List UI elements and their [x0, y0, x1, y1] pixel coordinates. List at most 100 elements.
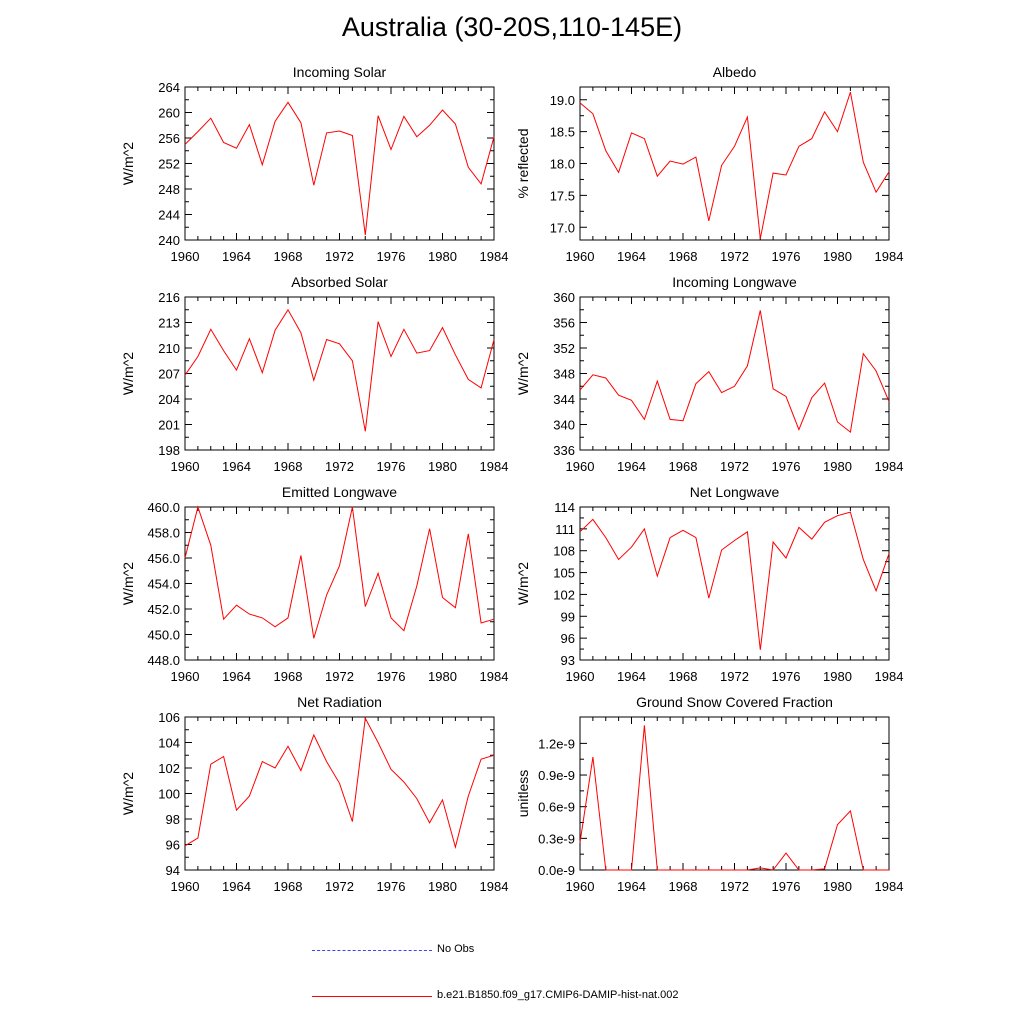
x-tick-label: 1968 — [274, 669, 303, 684]
legend-model-line — [312, 996, 432, 997]
y-tick-label: 198 — [158, 443, 180, 458]
y-tick-label: 336 — [553, 443, 575, 458]
x-tick-label: 1960 — [566, 459, 595, 474]
y-tick-label: 452.0 — [147, 602, 180, 617]
x-tick-label: 1972 — [325, 879, 354, 894]
y-tick-label: 0.3e-9 — [538, 831, 575, 846]
y-tick-label: 99 — [561, 609, 575, 624]
plot-frame — [184, 506, 495, 661]
x-tick-label: 1972 — [720, 879, 749, 894]
y-tick-label: 0.9e-9 — [538, 768, 575, 783]
x-tick-label: 1984 — [875, 249, 904, 264]
x-tick-label: 1972 — [720, 459, 749, 474]
x-tick-label: 1980 — [428, 459, 457, 474]
x-tick-label: 1960 — [171, 249, 200, 264]
x-tick-label: 1976 — [377, 669, 406, 684]
x-tick-label: 1960 — [171, 459, 200, 474]
x-tick-label: 1976 — [377, 879, 406, 894]
y-axis-label: unitless — [515, 770, 531, 817]
y-tick-label: 108 — [553, 544, 575, 559]
y-tick-label: 260 — [158, 106, 180, 121]
panel-title: Net Radiation — [297, 694, 382, 710]
y-tick-label: 0.6e-9 — [538, 800, 575, 815]
series-line — [184, 716, 495, 850]
x-tick-label: 1980 — [428, 249, 457, 264]
y-axis-label: W/m^2 — [120, 772, 136, 815]
y-tick-label: 448.0 — [147, 653, 180, 668]
panel-title: Incoming Longwave — [672, 274, 797, 290]
series-line — [184, 101, 495, 235]
y-tick-label: 17.5 — [550, 188, 575, 203]
panel-absorbed-solar: Absorbed Solar 1960 1964 1968 1972 1976 1980 19… — [120, 274, 508, 474]
y-tick-label: 344 — [553, 392, 575, 407]
y-tick-label: 105 — [553, 566, 575, 581]
series-line — [184, 505, 495, 639]
y-tick-label: 240 — [158, 233, 180, 248]
x-tick-label: 1960 — [566, 879, 595, 894]
y-tick-label: 360 — [553, 290, 575, 305]
y-tick-label: 19.0 — [550, 93, 575, 108]
y-tick-label: 96 — [166, 838, 180, 853]
plot-frame — [579, 86, 890, 241]
y-tick-label: 340 — [553, 418, 575, 433]
panel-title: Ground Snow Covered Fraction — [636, 694, 833, 710]
x-tick-label: 1964 — [617, 459, 646, 474]
x-tick-label: 1976 — [772, 669, 801, 684]
y-tick-label: 456.0 — [147, 551, 180, 566]
x-tick-label: 1968 — [669, 879, 698, 894]
x-tick-label: 1984 — [480, 459, 509, 474]
y-tick-label: 458.0 — [147, 526, 180, 541]
y-tick-label: 93 — [561, 653, 575, 668]
x-tick-label: 1968 — [274, 879, 303, 894]
x-tick-label: 1968 — [274, 249, 303, 264]
plot-frame — [579, 506, 890, 661]
x-tick-label: 1976 — [377, 459, 406, 474]
y-axis-label: W/m^2 — [120, 562, 136, 605]
y-axis-label: W/m^2 — [515, 562, 531, 605]
y-tick-label: 454.0 — [147, 577, 180, 592]
x-tick-label: 1968 — [274, 459, 303, 474]
y-tick-label: 0.0e-9 — [538, 863, 575, 878]
y-tick-label: 18.0 — [550, 157, 575, 172]
plot-frame — [579, 716, 890, 871]
y-tick-label: 244 — [158, 208, 180, 223]
x-tick-label: 1972 — [325, 459, 354, 474]
x-tick-label: 1968 — [669, 459, 698, 474]
y-tick-label: 348 — [553, 367, 575, 382]
panel-title: Albedo — [713, 64, 757, 80]
x-tick-label: 1980 — [823, 669, 852, 684]
x-tick-label: 1984 — [480, 669, 509, 684]
panel-incoming-longwave: Incoming Longwave 1960 1964 1968 1972 1976 198… — [515, 274, 903, 474]
y-tick-label: 204 — [158, 392, 180, 407]
x-tick-label: 1960 — [566, 669, 595, 684]
plot-frame — [184, 296, 495, 451]
x-tick-label: 1964 — [222, 879, 251, 894]
x-tick-label: 1964 — [617, 879, 646, 894]
y-tick-label: 216 — [158, 290, 180, 305]
y-tick-label: 264 — [158, 80, 180, 95]
panel-title: Emitted Longwave — [282, 484, 397, 500]
x-tick-label: 1972 — [720, 249, 749, 264]
x-tick-label: 1980 — [428, 879, 457, 894]
series-line — [579, 511, 890, 650]
y-tick-label: 356 — [553, 316, 575, 331]
y-tick-label: 450.0 — [147, 628, 180, 643]
y-tick-label: 207 — [158, 367, 180, 382]
x-tick-label: 1968 — [669, 669, 698, 684]
y-tick-label: 106 — [158, 710, 180, 725]
x-tick-label: 1976 — [377, 249, 406, 264]
x-tick-label: 1972 — [720, 669, 749, 684]
y-tick-label: 100 — [158, 787, 180, 802]
x-tick-label: 1984 — [875, 669, 904, 684]
series-line — [184, 308, 495, 432]
x-tick-label: 1976 — [772, 459, 801, 474]
panel-ground-snow-covered-fraction: Ground Snow Covered Fraction 1960 1964 1968… — [515, 694, 903, 894]
plot-frame — [184, 86, 495, 241]
y-tick-label: 98 — [166, 812, 180, 827]
plot-frame — [184, 716, 495, 871]
y-tick-label: 94 — [166, 863, 180, 878]
legend-obs-line — [312, 950, 432, 951]
panel-title: Absorbed Solar — [291, 274, 388, 290]
x-tick-label: 1964 — [222, 249, 251, 264]
